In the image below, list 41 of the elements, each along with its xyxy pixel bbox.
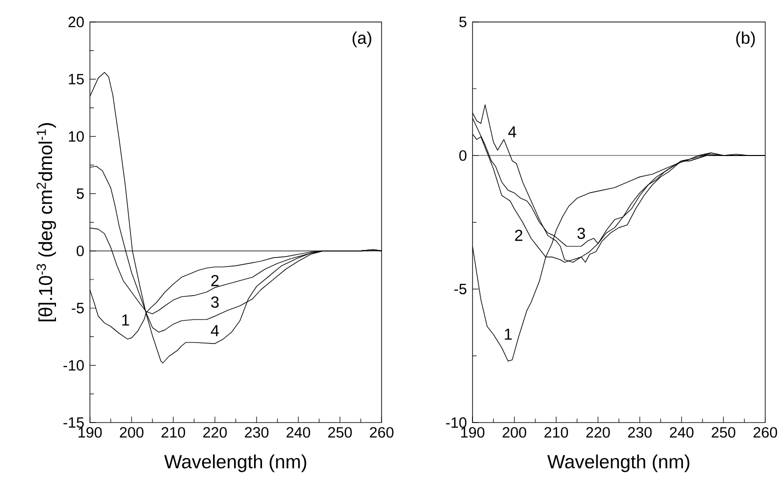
y-tick-label: -10 [63,360,84,371]
series-label: 1 [122,314,130,326]
x-axis-title: Wavelength (nm) [164,454,306,472]
x-tick-label: 190 [78,427,102,438]
y-tick-label: 0 [76,246,84,256]
series-label: 1 [504,328,512,340]
series-label: 3 [577,228,585,240]
text: (a) [352,32,372,48]
x-tick-label: 230 [628,427,652,438]
x-tick-label: 260 [754,427,778,438]
series-label: 2 [515,230,522,242]
x-axis-title: Wavelength (nm) [547,454,690,472]
x-tick-label: 260 [370,427,394,438]
x-tick-label: 250 [328,427,352,438]
x-tick-label: 240 [286,427,310,438]
y-tick-label: -10 [446,418,466,428]
x-tick-label: 250 [712,427,736,438]
y-tick-label: 5 [76,188,84,200]
x-tick-label: 220 [586,427,610,438]
x-tick-label: 200 [120,427,144,438]
x-tick-label: 210 [544,427,568,438]
x-tick-label: 220 [203,427,227,438]
series-label: 4 [508,126,516,138]
x-tick-label: 200 [502,427,526,438]
series-label: 2 [211,275,219,286]
series-label: 3 [211,296,219,308]
y-tick-label: 5 [459,17,466,28]
x-tick-label: 230 [244,427,268,438]
text: (b) [736,32,755,48]
y-tick-label: -15 [63,418,84,428]
y-tick-label: 20 [68,16,84,28]
y-axis-title: [θ].10$^{-3}$ (deg cm$^{2}$dmol$^{-1}$) [36,123,56,322]
x-tick-label: 240 [670,427,694,438]
y-tick-label: 10 [68,131,84,142]
y-tick-label: 15 [68,74,84,85]
y-tick-label: 0 [459,150,466,162]
x-tick-label: 210 [162,427,186,438]
series-label: 4 [210,325,219,336]
y-tick-label: -5 [454,284,466,294]
y-tick-label: -5 [72,303,84,314]
x-tick-label: 190 [461,427,484,438]
